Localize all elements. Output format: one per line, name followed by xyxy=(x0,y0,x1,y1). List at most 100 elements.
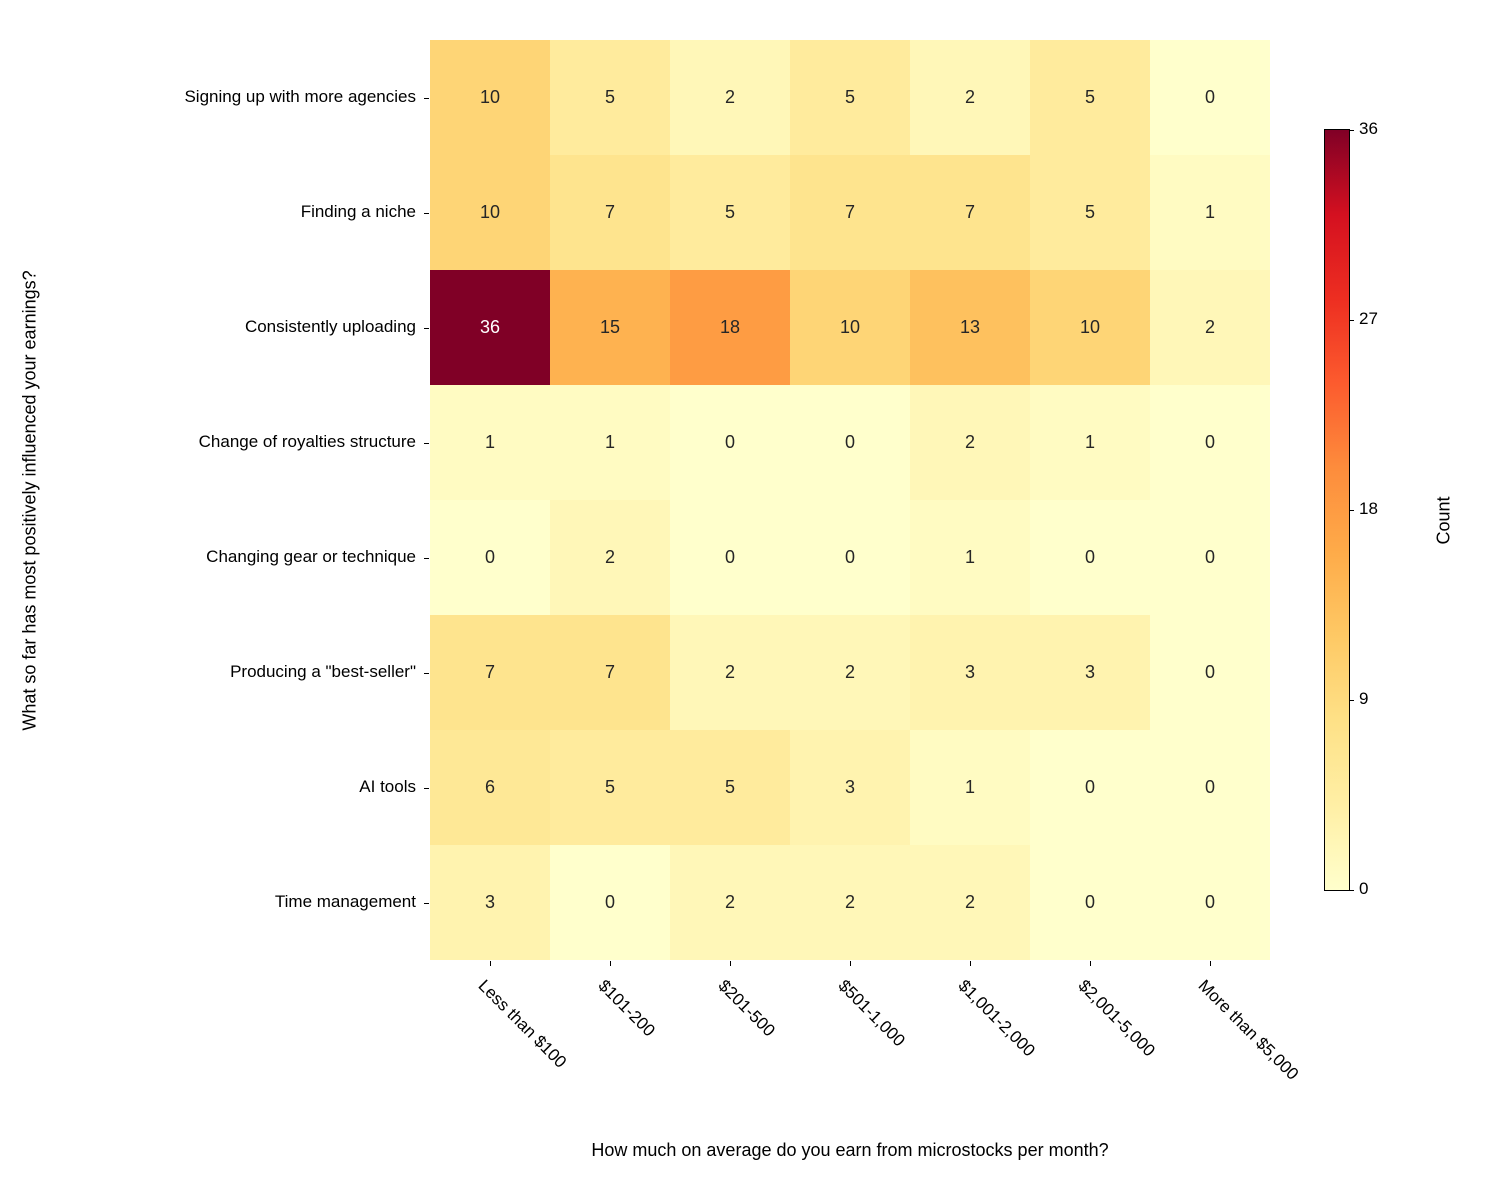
heatmap-cell: 3 xyxy=(790,730,910,845)
heatmap-cell: 5 xyxy=(1030,155,1150,270)
colorbar-tick-mark xyxy=(1349,320,1354,321)
x-tick-mark xyxy=(610,961,611,966)
heatmap-cell: 2 xyxy=(670,40,790,155)
y-tick-label: Consistently uploading xyxy=(0,317,416,337)
y-tick-mark xyxy=(424,673,429,674)
colorbar-tick-label: 36 xyxy=(1359,119,1378,139)
y-tick-mark xyxy=(424,443,429,444)
heatmap-cell: 2 xyxy=(910,40,1030,155)
heatmap-cell: 7 xyxy=(550,155,670,270)
heatmap-cell: 6 xyxy=(430,730,550,845)
heatmap-grid: 1052525010757751361518101310211002100200… xyxy=(430,40,1270,960)
heatmap-cell: 10 xyxy=(790,270,910,385)
y-tick-mark xyxy=(424,328,429,329)
heatmap-cell: 2 xyxy=(670,845,790,960)
heatmap-cell: 1 xyxy=(910,500,1030,615)
heatmap-cell: 1 xyxy=(910,730,1030,845)
heatmap-cell: 0 xyxy=(790,385,910,500)
y-tick-label: Changing gear or technique xyxy=(0,547,416,567)
heatmap-cell: 0 xyxy=(1030,500,1150,615)
x-tick-mark xyxy=(970,961,971,966)
heatmap-cell: 5 xyxy=(550,730,670,845)
y-axis-title: What so far has most positively influenc… xyxy=(20,51,41,951)
heatmap-cell: 3 xyxy=(430,845,550,960)
heatmap-cell: 0 xyxy=(1030,845,1150,960)
heatmap-cell: 7 xyxy=(910,155,1030,270)
heatmap-cell: 0 xyxy=(1150,730,1270,845)
x-tick-label: More than $5,000 xyxy=(1194,976,1302,1084)
heatmap-cell: 0 xyxy=(670,500,790,615)
heatmap-cell: 0 xyxy=(790,500,910,615)
heatmap-cell: 5 xyxy=(670,155,790,270)
heatmap-cell: 7 xyxy=(430,615,550,730)
heatmap-cell: 1 xyxy=(430,385,550,500)
heatmap-cell: 2 xyxy=(790,845,910,960)
x-tick-mark xyxy=(1210,961,1211,966)
y-tick-label: Change of royalties structure xyxy=(0,432,416,452)
y-tick-label: Finding a niche xyxy=(0,202,416,222)
heatmap-cell: 0 xyxy=(1150,40,1270,155)
heatmap-cell: 5 xyxy=(670,730,790,845)
heatmap-cell: 1 xyxy=(1030,385,1150,500)
heatmap-cell: 1 xyxy=(1150,155,1270,270)
y-tick-label: Time management xyxy=(0,892,416,912)
heatmap-cell: 0 xyxy=(1150,385,1270,500)
heatmap-cell: 0 xyxy=(1150,500,1270,615)
x-tick-label: $2,001-5,000 xyxy=(1074,976,1159,1061)
heatmap-cell: 5 xyxy=(550,40,670,155)
heatmap-cell: 5 xyxy=(790,40,910,155)
heatmap-cell: 2 xyxy=(550,500,670,615)
x-tick-label: Less than $100 xyxy=(474,976,570,1072)
x-tick-mark xyxy=(1090,961,1091,966)
x-tick-mark xyxy=(490,961,491,966)
heatmap-cell: 0 xyxy=(1150,615,1270,730)
colorbar-tick-label: 27 xyxy=(1359,309,1378,329)
heatmap-cell: 18 xyxy=(670,270,790,385)
y-tick-label: AI tools xyxy=(0,777,416,797)
x-tick-label: $1,001-2,000 xyxy=(954,976,1039,1061)
heatmap-cell: 36 xyxy=(430,270,550,385)
y-tick-mark xyxy=(424,788,429,789)
heatmap-cell: 2 xyxy=(910,845,1030,960)
heatmap-cell: 2 xyxy=(1150,270,1270,385)
y-tick-label: Signing up with more agencies xyxy=(0,87,416,107)
colorbar-tick-mark xyxy=(1349,130,1354,131)
chart-container: What so far has most positively influenc… xyxy=(0,0,1500,1200)
heatmap-cell: 0 xyxy=(430,500,550,615)
x-tick-label: $101-200 xyxy=(594,976,659,1041)
heatmap-cell: 2 xyxy=(910,385,1030,500)
colorbar-tick-mark xyxy=(1349,510,1354,511)
colorbar-tick-label: 9 xyxy=(1359,689,1368,709)
colorbar-title: Count xyxy=(1434,496,1455,544)
colorbar-gradient xyxy=(1325,130,1349,890)
heatmap-cell: 10 xyxy=(430,40,550,155)
heatmap-cell: 0 xyxy=(1030,730,1150,845)
heatmap-cell: 1 xyxy=(550,385,670,500)
heatmap-cell: 0 xyxy=(670,385,790,500)
heatmap-cell: 10 xyxy=(430,155,550,270)
x-tick-label: $501-1,000 xyxy=(834,976,909,1051)
heatmap-cell: 7 xyxy=(790,155,910,270)
y-tick-mark xyxy=(424,98,429,99)
heatmap-cell: 2 xyxy=(670,615,790,730)
heatmap-cell: 10 xyxy=(1030,270,1150,385)
y-tick-mark xyxy=(424,558,429,559)
heatmap-cell: 13 xyxy=(910,270,1030,385)
colorbar-tick-label: 0 xyxy=(1359,879,1368,899)
y-tick-label: Producing a "best-seller" xyxy=(0,662,416,682)
heatmap-cell: 5 xyxy=(1030,40,1150,155)
x-axis-title: How much on average do you earn from mic… xyxy=(450,1140,1250,1161)
heatmap-cell: 2 xyxy=(790,615,910,730)
heatmap-cell: 3 xyxy=(910,615,1030,730)
x-tick-mark xyxy=(850,961,851,966)
heatmap-cell: 7 xyxy=(550,615,670,730)
x-tick-label: $201-500 xyxy=(714,976,779,1041)
colorbar-tick-label: 18 xyxy=(1359,499,1378,519)
heatmap-cell: 0 xyxy=(550,845,670,960)
colorbar-tick-mark xyxy=(1349,890,1354,891)
x-tick-mark xyxy=(730,961,731,966)
y-tick-mark xyxy=(424,903,429,904)
heatmap-cell: 15 xyxy=(550,270,670,385)
y-tick-mark xyxy=(424,213,429,214)
heatmap-cell: 3 xyxy=(1030,615,1150,730)
